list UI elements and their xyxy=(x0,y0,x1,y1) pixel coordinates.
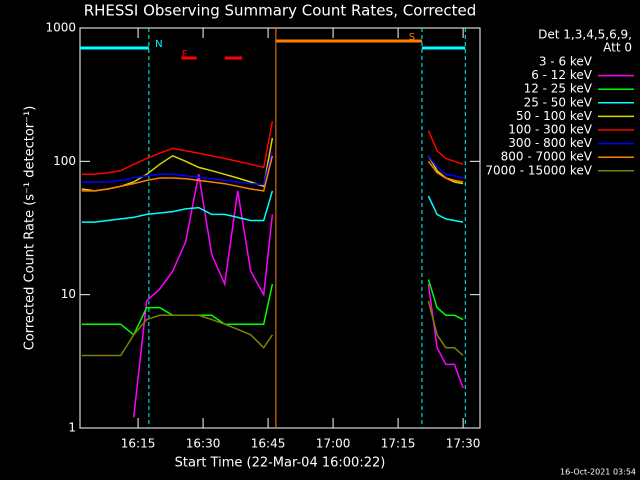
y-tick-label: 10 xyxy=(61,287,76,301)
legend-label: 12 - 25 keV xyxy=(524,82,593,96)
x-tick-label: 17:30 xyxy=(446,437,481,451)
legend-label: 100 - 300 keV xyxy=(508,123,592,137)
x-tick-label: 17:15 xyxy=(381,437,416,451)
flag-label: S xyxy=(409,32,415,43)
legend-title: Det 1,3,4,5,6,9, xyxy=(538,28,632,42)
series-line xyxy=(132,174,464,418)
x-tick-label: 16:15 xyxy=(121,437,156,451)
series-line xyxy=(81,150,464,186)
x-tick-label: 16:45 xyxy=(251,437,286,451)
series-line xyxy=(132,167,464,407)
y-tick-label: 1 xyxy=(68,421,76,435)
x-tick-label: 16:30 xyxy=(186,437,221,451)
legend-label: 50 - 100 keV xyxy=(516,109,593,123)
x-axis-label: Start Time (22-Mar-04 16:00:22) xyxy=(175,456,386,471)
legend-label: 800 - 7000 keV xyxy=(501,150,593,164)
series-line xyxy=(81,155,464,192)
legend-label: 25 - 50 keV xyxy=(524,95,593,109)
series-line xyxy=(81,190,464,223)
series-line xyxy=(81,121,464,176)
y-tick-label: 1000 xyxy=(45,21,76,35)
legend-label: 3 - 6 keV xyxy=(539,55,593,69)
legend-label: 6 - 12 keV xyxy=(531,68,593,82)
series-line xyxy=(81,300,464,357)
y-tick-label: 100 xyxy=(53,154,76,168)
chart-title: RHESSI Observing Summary Count Rates, Co… xyxy=(84,2,477,20)
flag-label: N xyxy=(155,39,162,50)
flag-label: F xyxy=(182,49,188,60)
footer: 16-Oct-2021 03:54 xyxy=(560,468,636,477)
plot-frame xyxy=(79,27,481,429)
x-tick-label: 17:00 xyxy=(316,437,351,451)
y-axis-label: Corrected Count Rate (s⁻¹ detector⁻¹) xyxy=(23,106,38,351)
series-line xyxy=(81,279,464,336)
legend-label: 7000 - 15000 keV xyxy=(485,163,592,177)
legend-label: 300 - 800 keV xyxy=(508,136,592,150)
legend-title: Att 0 xyxy=(603,41,632,55)
